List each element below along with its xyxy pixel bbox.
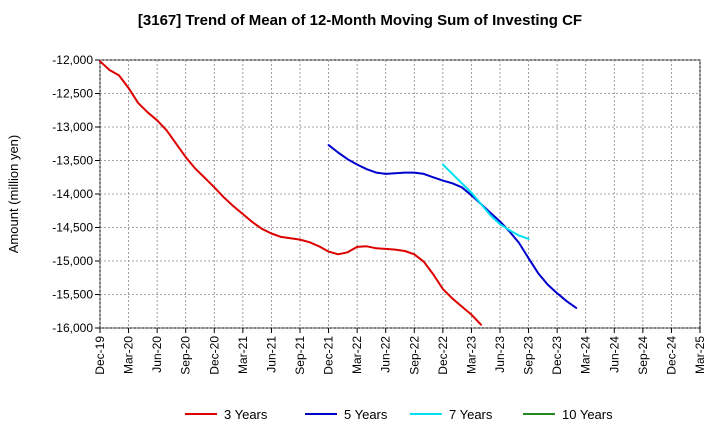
y-tick-label: -14,500 — [52, 221, 93, 235]
y-tick-label: -13,500 — [52, 154, 93, 168]
legend: 3 Years 5 Years 7 Years 10 Years — [185, 407, 613, 422]
x-tick-label: Dec-23 — [550, 336, 564, 375]
x-tick-label: Dec-20 — [207, 336, 221, 375]
legend-label: 7 Years — [449, 407, 493, 422]
y-tick-label: -16,000 — [52, 321, 93, 335]
x-tick-label: Dec-19 — [93, 336, 107, 375]
x-tick-label: Jun-21 — [264, 336, 278, 373]
series-line-5-years — [327, 144, 578, 309]
series-line-3-years — [99, 60, 482, 326]
y-tick-label: -15,500 — [52, 288, 93, 302]
x-tick-label: Sep-22 — [407, 336, 421, 375]
x-tick-label: Mar-21 — [236, 336, 250, 374]
x-tick-label: Dec-24 — [664, 336, 678, 375]
x-tick-label: Jun-20 — [150, 336, 164, 373]
x-tick-label: Jun-24 — [607, 336, 621, 373]
x-tick-label: Dec-21 — [322, 336, 336, 375]
grid-lines — [99, 59, 701, 329]
x-tick-label: Sep-21 — [293, 336, 307, 375]
x-axis-ticks: Dec-19 Mar-20 Jun-20 Sep-20 Dec-20 Mar-21 Jun-… — [93, 328, 707, 375]
x-tick-label: Sep-24 — [636, 336, 650, 375]
series-line-7-years — [441, 163, 530, 240]
x-tick-label: Mar-25 — [693, 336, 707, 374]
x-tick-label: Mar-23 — [464, 336, 478, 374]
x-tick-label: Jun-23 — [493, 336, 507, 373]
legend-label: 5 Years — [344, 407, 388, 422]
y-tick-label: -14,000 — [52, 187, 93, 201]
y-tick-label: -12,500 — [52, 87, 93, 101]
x-tick-label: Sep-23 — [522, 336, 536, 375]
legend-label: 10 Years — [562, 407, 613, 422]
y-tick-label: -15,000 — [52, 254, 93, 268]
y-axis-label: Amount (million yen) — [6, 135, 21, 254]
x-tick-label: Mar-24 — [579, 336, 593, 374]
x-tick-label: Jun-22 — [379, 336, 393, 373]
chart-title: [3167] Trend of Mean of 12-Month Moving … — [137, 12, 583, 29]
legend-label: 3 Years — [224, 407, 268, 422]
y-axis-ticks: -12,000 -12,500 -13,000 -13,500 -14,000 -14,5… — [52, 53, 100, 335]
series-lines — [99, 60, 578, 326]
x-tick-label: Mar-20 — [122, 336, 136, 374]
x-tick-label: Mar-22 — [350, 336, 364, 374]
x-tick-label: Dec-22 — [436, 336, 450, 375]
y-tick-label: -12,000 — [52, 53, 93, 67]
x-tick-label: Sep-20 — [179, 336, 193, 375]
y-tick-label: -13,000 — [52, 120, 93, 134]
